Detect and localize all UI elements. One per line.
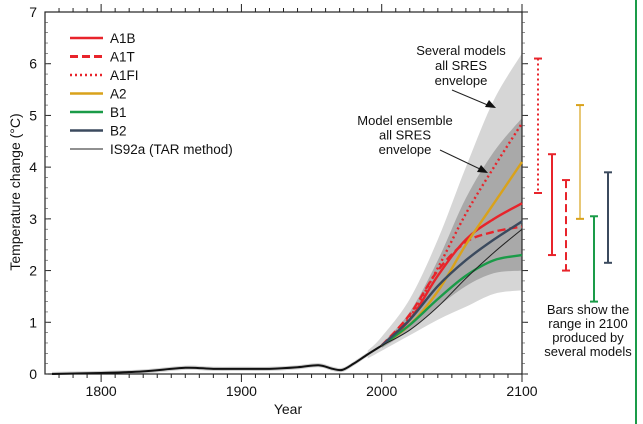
historical-line	[51, 344, 383, 375]
arrowhead-outer	[485, 100, 496, 108]
arrowhead-inner	[477, 165, 488, 173]
y-tick-label: 5	[29, 107, 37, 123]
annotation-outer-envelope: all SRES	[435, 58, 487, 73]
y-axis-label: Temperature change (°C)	[7, 113, 23, 270]
legend-label: A1B	[110, 31, 136, 46]
x-tick-label: 1800	[86, 383, 117, 399]
series-line-a1t	[380, 225, 523, 347]
x-tick-label: 2100	[506, 383, 537, 399]
legend-label: B1	[110, 105, 127, 120]
legend-label: IS92a (TAR method)	[110, 142, 233, 157]
legend-label: A1FI	[110, 68, 139, 83]
y-tick-label: 7	[29, 4, 37, 20]
y-tick-label: 4	[29, 159, 37, 175]
arrow-outer	[451, 89, 491, 107]
envelope-0	[367, 53, 522, 359]
legend-label: B2	[110, 124, 127, 139]
arrow-inner	[439, 149, 483, 171]
annotation-bars: produced by	[552, 330, 624, 345]
series-line-b2	[380, 220, 523, 347]
series-line-is92a-tar-method-	[381, 228, 523, 346]
annotation-ensemble-envelope: envelope	[379, 142, 432, 157]
annotation-bars: Bars show the	[547, 302, 629, 317]
y-tick-label: 6	[29, 56, 37, 72]
series-line-a1fi	[380, 122, 524, 347]
annotation-bars: range in 2100	[548, 316, 628, 331]
annotation-bars: several models	[544, 344, 632, 359]
series-line-b1	[380, 253, 523, 347]
y-tick-label: 3	[29, 211, 37, 227]
legend-label: A2	[110, 87, 127, 102]
envelope-1	[381, 118, 522, 349]
x-tick-label: 1900	[226, 383, 257, 399]
annotation-outer-envelope: Several models	[416, 43, 506, 58]
y-tick-label: 0	[29, 366, 37, 382]
y-tick-label: 1	[29, 314, 37, 330]
x-tick-label: 2000	[366, 383, 397, 399]
annotation-outer-envelope: envelope	[435, 73, 488, 88]
y-tick-label: 2	[29, 263, 37, 279]
annotation-ensemble-envelope: all SRES	[379, 128, 431, 143]
x-axis-label: Year	[274, 401, 303, 417]
annotation-ensemble-envelope: Model ensemble	[357, 113, 452, 128]
legend-label: A1T	[110, 50, 135, 65]
